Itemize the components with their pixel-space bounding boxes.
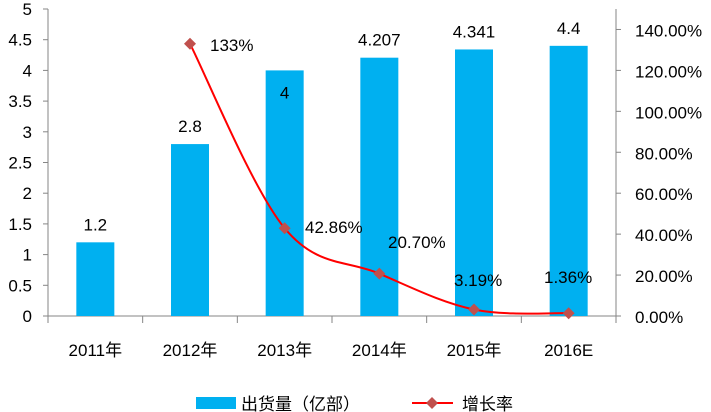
- legend-label: 出货量（亿部）: [241, 395, 360, 412]
- left-tick-label: 2: [23, 184, 32, 203]
- bar: [171, 144, 209, 316]
- bar-data-label: 4.341: [453, 22, 496, 41]
- right-tick-label: 100.00%: [635, 103, 702, 122]
- legend-bar-swatch: [196, 397, 236, 409]
- bar: [455, 49, 493, 317]
- bar: [549, 45, 588, 317]
- line-data-label: 1.36%: [544, 268, 592, 287]
- legend-diamond-marker: [426, 397, 438, 409]
- legend-label: 增长率: [462, 395, 513, 412]
- diamond-marker: [278, 222, 291, 235]
- diamond-marker: [562, 307, 575, 320]
- x-tick-label: 2011年: [69, 341, 123, 360]
- line-data-label: 42.86%: [305, 218, 363, 237]
- right-tick-label: 120.00%: [635, 62, 702, 81]
- left-tick-label: 4.5: [8, 31, 32, 50]
- bar-data-label: 1.2: [84, 215, 108, 234]
- right-tick-label: 40.00%: [635, 226, 693, 245]
- diamond-marker: [184, 37, 196, 50]
- left-tick-label: 0.5: [8, 276, 32, 295]
- left-tick-label: 3: [23, 123, 32, 142]
- x-tick-label: 2013年: [257, 341, 312, 360]
- left-tick-label: 4: [23, 61, 32, 80]
- bar-data-label: 4.4: [557, 19, 581, 38]
- right-tick-label: 80.00%: [635, 144, 693, 163]
- bar: [76, 242, 115, 316]
- bar: [265, 70, 304, 317]
- right-tick-label: 140.00%: [635, 21, 702, 40]
- line-data-label: 20.70%: [388, 233, 446, 252]
- left-tick-label: 3.5: [8, 92, 32, 111]
- bar-data-label: 2.8: [178, 117, 202, 136]
- left-tick-label: 1.5: [8, 215, 32, 234]
- left-tick-label: 5: [23, 0, 32, 19]
- line-data-label: 133%: [210, 36, 253, 55]
- left-tick-label: 1: [23, 246, 32, 265]
- left-tick-label: 2.5: [8, 154, 32, 173]
- right-tick-label: 0.00%: [635, 308, 683, 327]
- growth-rate-line: [189, 43, 569, 315]
- line-data-label: 3.19%: [454, 271, 502, 290]
- x-tick-label: 2015年: [447, 341, 502, 360]
- bar-data-label: 4: [280, 83, 289, 102]
- x-tick-label: 2014年: [352, 341, 407, 360]
- right-tick-label: 20.00%: [635, 267, 693, 286]
- x-tick-label: 2012年: [163, 341, 218, 360]
- left-tick-label: 0: [23, 307, 32, 326]
- diamond-marker: [373, 267, 386, 280]
- x-tick-label: 2016E: [544, 341, 593, 360]
- diamond-marker: [468, 303, 480, 316]
- right-tick-label: 60.00%: [635, 185, 693, 204]
- bar-data-label: 4.207: [358, 31, 401, 50]
